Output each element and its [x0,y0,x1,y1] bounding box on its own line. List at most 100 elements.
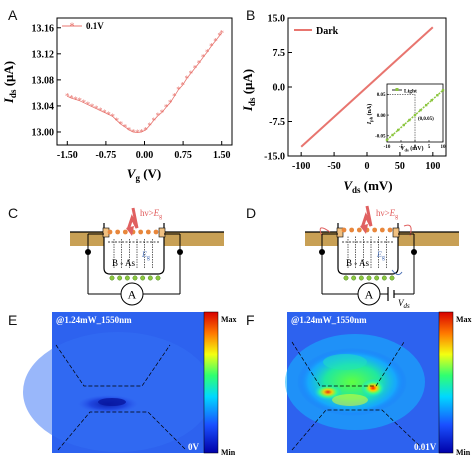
panel-a-legend-label: 0.1V [86,21,104,31]
inset-annotation: (0,0.05) [418,117,434,122]
b-ytick-label: 0.0 [273,83,286,94]
inset-ytick-label: 0.05 [377,93,386,98]
electron-dot [349,228,354,233]
panel-b-ylabel: Ids (μA) [240,69,257,112]
hole-dot [110,276,114,280]
panel-a-chart: 13.00 13.04 13.08 13.12 13.16 -1.50 -0.75 0.00… [1,18,232,183]
vds-label-d: Vds [398,298,410,310]
a-ytick-label: 13.08 [32,75,55,86]
hole-dot [140,276,144,280]
panel-f-photocurrent-map: @1.24mW_1550nm 0.01V Max Min [285,312,472,457]
inset-data-point [425,104,427,106]
panel-label-c: C [8,205,18,221]
bas-label-d: B - As [346,258,370,268]
inset-data-point [436,94,438,96]
a-data-point: * [219,28,224,38]
electron-dot [380,228,385,233]
a-ytick-label: 13.12 [32,49,55,60]
ammeter-label-d: A [365,288,374,302]
electron-dot [372,228,377,233]
panel-label-b: B [246,7,255,23]
panel-b-chart: -15.0-7.50.07.515.0 -100 -50 0 50 100 Dark V… [240,14,446,196]
panel-label-a: A [8,7,18,23]
electron-dot [388,228,393,233]
inset-data-point [419,109,421,111]
inset-xlabel: Vds (mV) [400,145,423,153]
inset-data-point [431,99,433,101]
electron-dot [342,228,347,233]
colorbar-f [439,312,453,453]
electron-dot [154,230,159,235]
panel-label-e: E [8,312,17,328]
panel-label-f: F [246,312,255,328]
bas-label-c: B - As [112,258,136,268]
b-xtick-label: -100 [292,161,310,172]
colorbar-f-min: Min [456,448,471,457]
panel-d-schematic: B - As Eg hν>Eg A Vds [305,206,459,310]
hole-dot [367,276,371,280]
panel-e-photocurrent-map: @1.24mW_1550nm 0V Max Min [23,312,237,457]
hv-label-c: hν>Eg [140,208,162,220]
inset-data-point [408,119,410,121]
a-xtick-label: 0.75 [174,150,192,161]
electron-dot [146,230,151,235]
inset-data-point [414,114,416,116]
a-ytick-label: 13.16 [32,23,55,34]
inset-ylabel: Iph (nA) [366,104,374,126]
hole-dot [117,276,121,280]
a-xtick-label: 0.00 [136,150,154,161]
b-xtick-label: 0 [365,161,370,172]
b-ytick-label: 15.0 [268,14,286,25]
panel-b-xlabel: Vds (mV) [343,178,392,195]
inset-legend-label: Light [404,89,417,95]
map-f-bias: 0.01V [414,442,437,452]
hole-dot [359,276,363,280]
hv-label-d: hν>Eg [376,208,398,220]
hole-dot [374,276,378,280]
electron-dot [123,230,128,235]
hole-dot [125,276,129,280]
inset-xtick-label: -10 [384,145,391,150]
inset-data-point [386,139,388,141]
colorbar-f-max: Max [456,315,472,324]
inset-data-point [442,89,444,91]
hole-dot [148,276,152,280]
panel-a-legend: * 0.1V [62,21,104,33]
hole-dot [156,276,160,280]
map-f-caption: @1.24mW_1550nm [291,315,367,325]
svg-text:*: * [70,22,75,33]
inset-data-point [391,134,393,136]
a-ytick-label: 13.00 [32,127,55,138]
b-xtick-label: -50 [327,161,340,172]
b-ytick-label: -7.5 [269,117,285,128]
panel-b-legend: Dark [294,26,339,37]
inset-ytick-label: -0.05 [375,135,386,140]
map-e-bias: 0V [188,442,200,452]
ammeter-label-c: A [128,288,137,302]
inset-xtick-label: 5 [428,145,431,150]
panel-a-xlabel: Vg (V) [127,166,161,183]
panel-b-inset: Light -0.050.000.05-10 -5 0 5 10 Vds (mV) Ip… [366,84,446,153]
electron-dot [108,230,113,235]
hole-dot [133,276,137,280]
a-series-line [67,33,221,133]
b-xtick-label: 100 [425,161,440,172]
panel-a-ylabel: Ids (μA) [1,61,18,104]
a-xtick-label: 1.50 [213,150,231,161]
colorbar-e-max: Max [221,315,237,324]
panel-c-schematic: B - As Eg hν>Eg A [70,208,224,305]
panel-label-d: D [246,205,256,221]
inset-data-point [403,124,405,126]
b-ytick-label: -15.0 [264,152,285,163]
hole-dot [344,276,348,280]
panel-b-legend-label: Dark [316,26,339,37]
map-e-caption: @1.24mW_1550nm [56,315,132,325]
inset-ytick-label: 0.00 [377,114,386,119]
hole-dot [382,276,386,280]
a-ytick-label: 13.04 [32,101,55,112]
b-ytick-label: 7.5 [273,48,286,59]
a-xtick-label: -0.75 [95,150,116,161]
electron-dot [357,228,362,233]
